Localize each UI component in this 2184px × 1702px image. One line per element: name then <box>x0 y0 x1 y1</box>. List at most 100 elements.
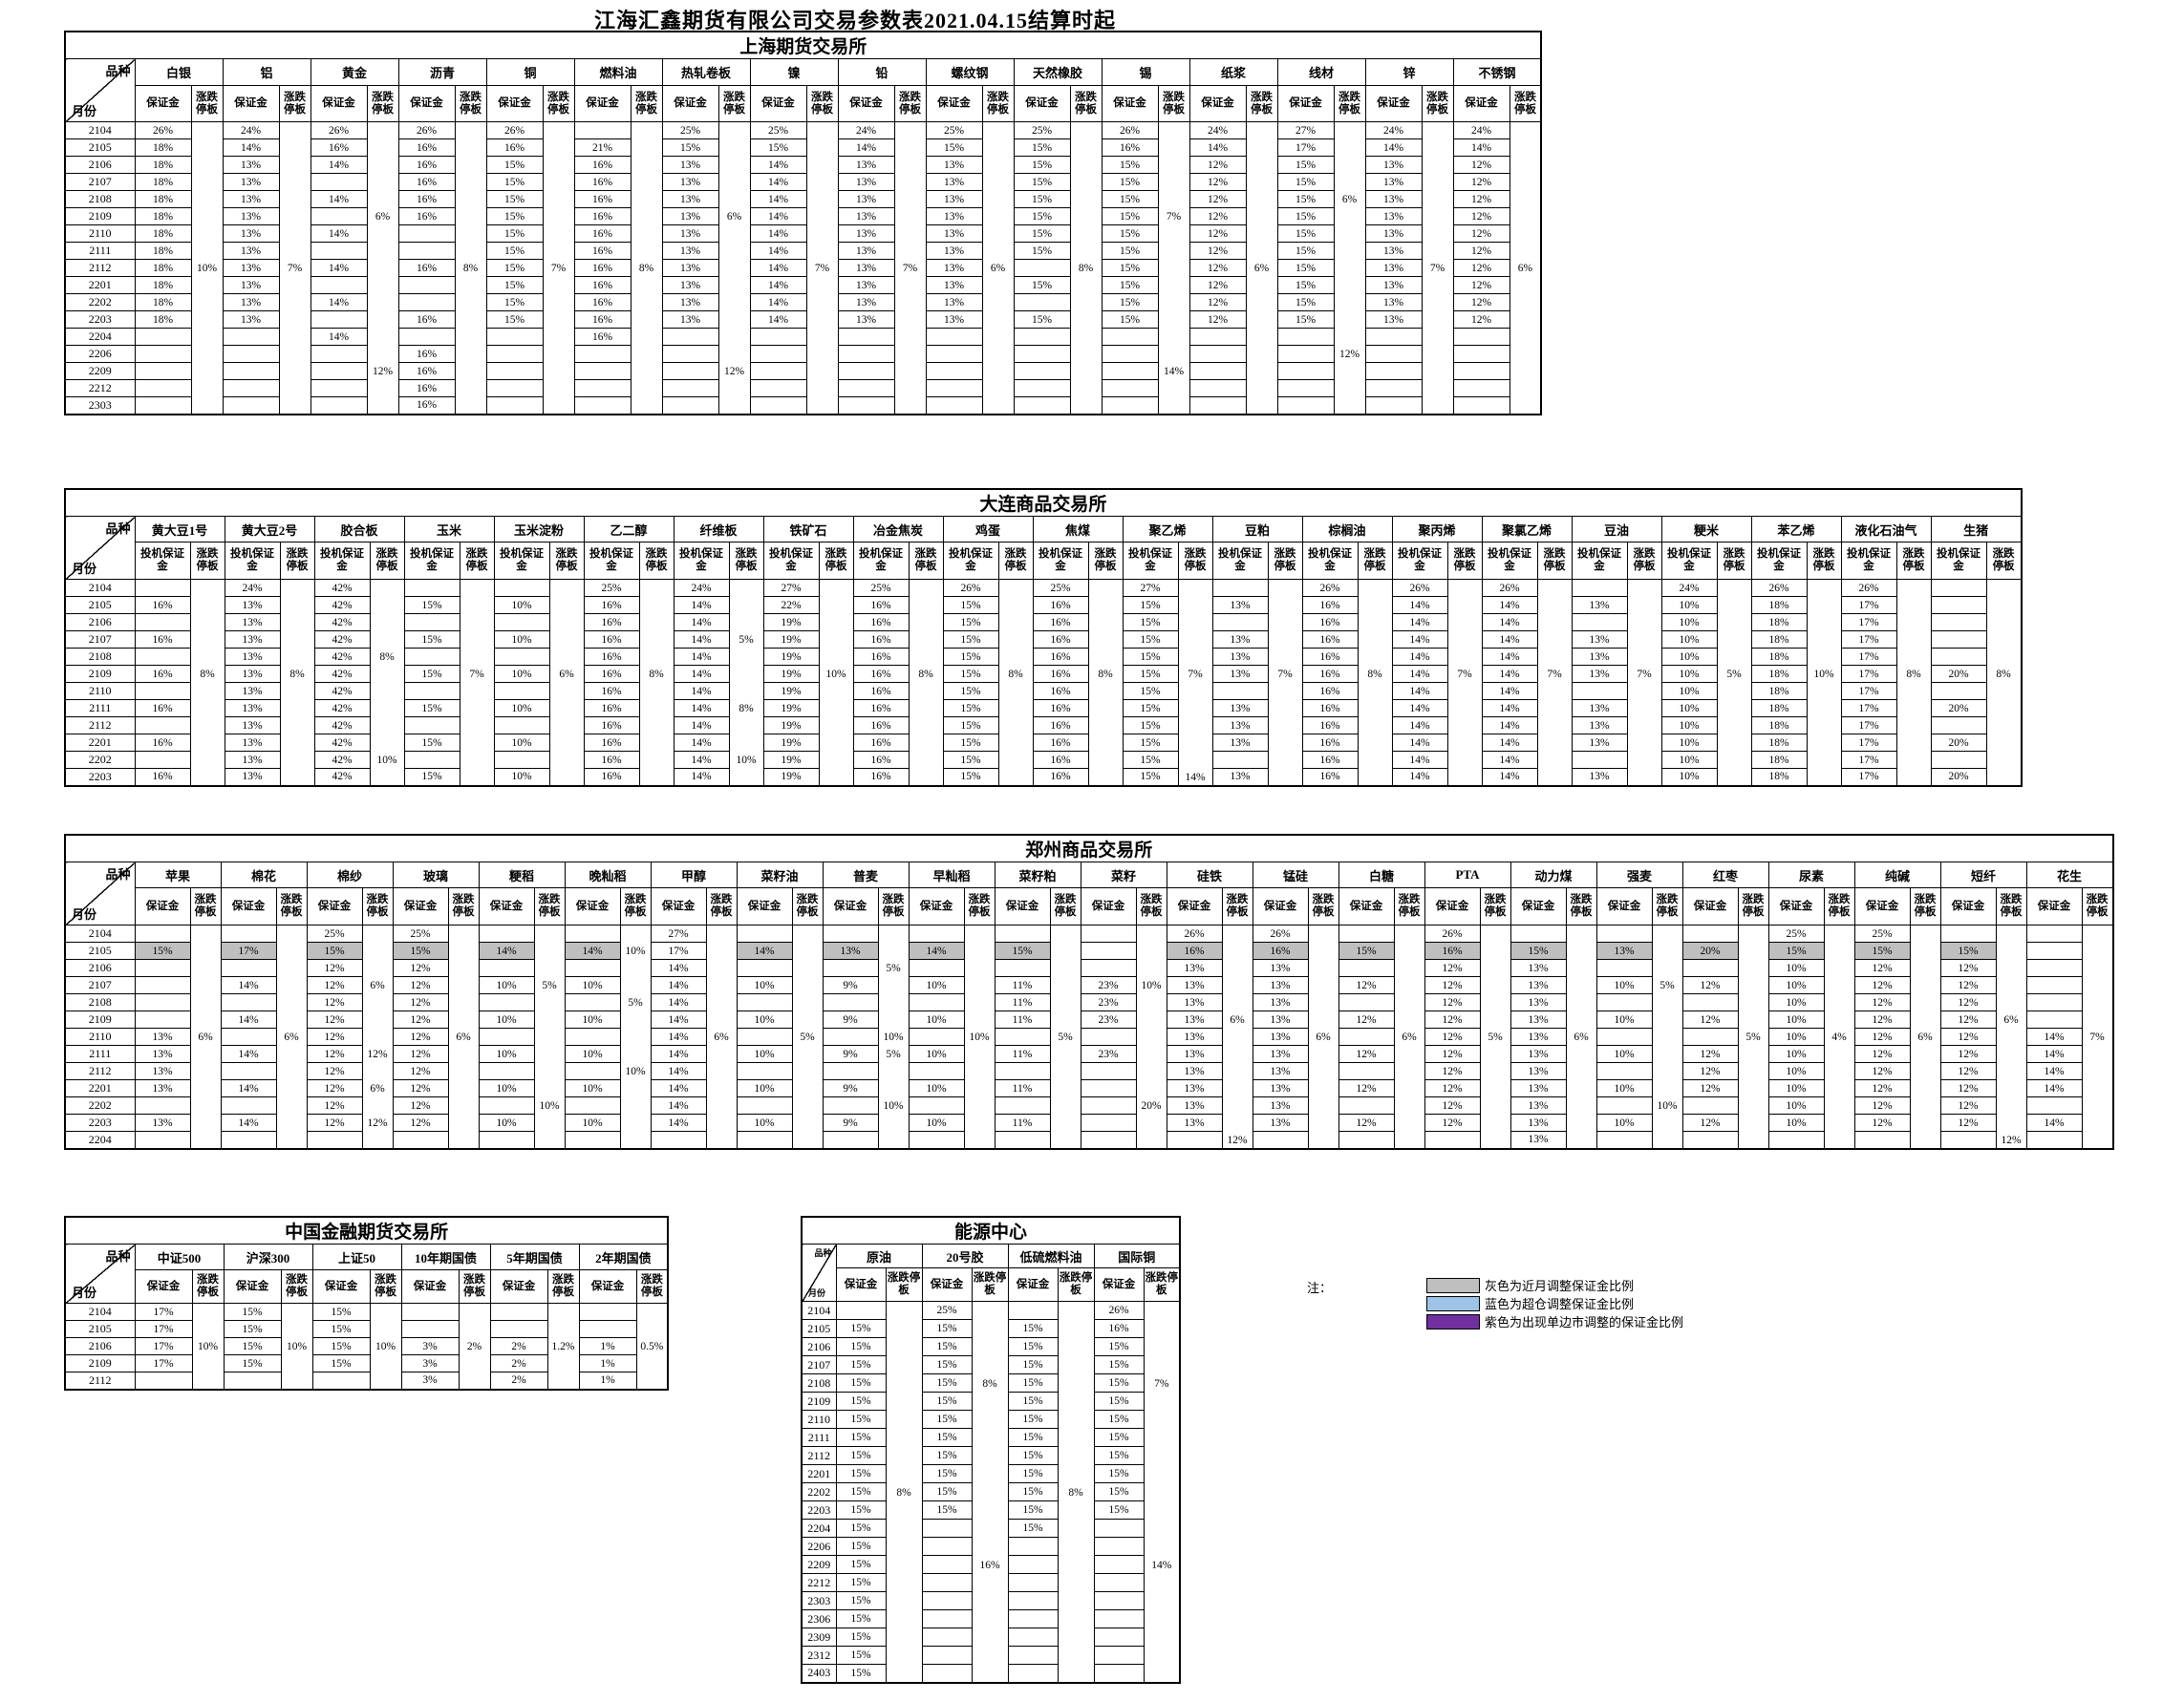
margin-cell: 1% <box>578 1354 637 1372</box>
margin-cell: 14% <box>220 1079 277 1097</box>
margin-cell <box>220 1028 277 1046</box>
stop-column: 7% <box>2081 925 2114 1149</box>
month-label: 2203 <box>801 1500 837 1520</box>
margin-cell <box>222 362 280 380</box>
margin-cell: 14% <box>749 276 807 294</box>
margin-cell <box>994 959 1051 977</box>
margin-cell: 16% <box>573 224 632 243</box>
margin-cell: 15% <box>1007 1519 1059 1538</box>
margin-cell: 10% <box>493 596 550 614</box>
margin-cell <box>310 276 368 294</box>
stop-value: 10% <box>1141 980 1162 991</box>
margin-cell: 12% <box>306 1011 363 1029</box>
stop-value: 6% <box>1574 1032 1589 1043</box>
margin-cell: 11% <box>994 1011 1051 1029</box>
margin-cell <box>1101 328 1159 346</box>
margin-cell <box>1571 613 1628 631</box>
commodity-header: 黄金 <box>310 58 399 86</box>
margin-cell: 15% <box>835 1482 887 1501</box>
margin-cell <box>134 396 192 415</box>
stop-column: 5% 10% 5% 10% <box>877 925 910 1149</box>
stop-value: 7% <box>1637 669 1652 680</box>
margin-cell <box>134 579 191 597</box>
margin-cell <box>822 1131 879 1149</box>
commodity-header: 锰硅 <box>1252 862 1339 888</box>
stop-col-label: 涨跌停板 <box>459 542 495 580</box>
margin-cell: 15% <box>1276 242 1335 260</box>
margin-cell: 18% <box>1750 734 1808 752</box>
margin-cell: 16% <box>1301 751 1359 769</box>
stop-value: 5% <box>1659 980 1675 991</box>
margin-cell <box>1571 751 1628 769</box>
margin-cell: 12% <box>1452 173 1510 191</box>
margin-cell: 14% <box>749 224 807 243</box>
stop-col-label: 涨跌停板 <box>1565 887 1597 925</box>
month-label: 2111 <box>801 1428 837 1447</box>
month-label: 2107 <box>64 976 136 994</box>
commodity-header: 黄大豆2号 <box>224 516 315 543</box>
margin-cell <box>397 224 456 243</box>
margin-cell <box>1364 328 1423 346</box>
margin-cell <box>1338 1131 1395 1149</box>
margin-cell: 26% <box>1301 579 1359 597</box>
stop-value: 6% <box>456 1032 471 1043</box>
commodity-header: 铜 <box>485 58 575 86</box>
margin-cell <box>493 613 550 631</box>
stop-col-label: 涨跌停板 <box>1221 887 1253 925</box>
margin-cell: 13% <box>1211 665 1269 683</box>
margin-cell: 15% <box>485 310 544 329</box>
margin-cell: 16% <box>134 768 191 786</box>
margin-cell: 16% <box>583 699 640 717</box>
commodity-header: 苹果 <box>134 862 222 888</box>
margin-cell: 10% <box>736 976 793 994</box>
margin-cell <box>925 362 983 380</box>
stop-col-label: 涨跌停板 <box>1049 887 1081 925</box>
stop-value: 7% <box>902 263 918 274</box>
margin-cell: 14% <box>1391 716 1448 734</box>
margin-cell <box>1276 362 1335 380</box>
margin-cell <box>222 345 280 363</box>
margin-cell <box>397 293 456 311</box>
margin-col-label: 保证金 <box>736 887 793 925</box>
month-label: 2204 <box>801 1519 837 1538</box>
margin-cell: 13% <box>1211 768 1269 786</box>
margin-cell <box>994 1131 1051 1149</box>
margin-cell: 25% <box>661 121 719 139</box>
margin-cell: 15% <box>1276 173 1335 191</box>
margin-cell <box>1007 1628 1059 1647</box>
stop-col-label: 涨跌停板 <box>1143 1267 1181 1302</box>
margin-cell: 13% <box>1510 1096 1567 1115</box>
margin-cell: 12% <box>306 1079 363 1097</box>
stop-col-label: 涨跌停板 <box>1479 887 1511 925</box>
stop-col-label: 涨跌停板 <box>1536 542 1573 580</box>
margin-cell: 15% <box>403 734 460 752</box>
margin-cell: 18% <box>134 259 192 277</box>
margin-cell <box>478 1028 535 1046</box>
stop-value: 6% <box>1341 194 1358 205</box>
margin-cell: 15% <box>1276 293 1335 311</box>
month-label: 2206 <box>801 1537 837 1556</box>
margin-cell: 17% <box>1840 648 1897 666</box>
stop-value: 12% <box>2001 1135 2022 1146</box>
month-label: 2201 <box>64 276 136 294</box>
margin-cell: 15% <box>1093 1428 1145 1447</box>
margin-cell: 14% <box>749 156 807 174</box>
margin-cell: 16% <box>397 138 456 157</box>
margin-col-label: 投机保证金 <box>1930 542 1987 580</box>
stop-value: 16% <box>979 1559 1000 1571</box>
margin-cell: 12% <box>1939 959 1997 977</box>
margin-cell <box>403 751 460 769</box>
margin-cell: 17% <box>134 1337 193 1355</box>
stop-column: 10% 20% <box>1135 925 1167 1149</box>
stop-value: 7% <box>1429 263 1445 274</box>
margin-cell <box>908 959 965 977</box>
corner-month-label: 月份 <box>808 1288 826 1298</box>
margin-cell: 14% <box>1391 682 1448 700</box>
margin-col-label: 保证金 <box>311 1269 371 1304</box>
margin-cell: 1% <box>578 1372 637 1390</box>
margin-cell: 10% <box>1660 699 1718 717</box>
margin-col-label: 投机保证金 <box>493 542 550 580</box>
margin-cell: 2% <box>489 1354 548 1372</box>
margin-cell: 15% <box>942 699 999 717</box>
stop-col-label: 涨跌停板 <box>1823 887 1855 925</box>
